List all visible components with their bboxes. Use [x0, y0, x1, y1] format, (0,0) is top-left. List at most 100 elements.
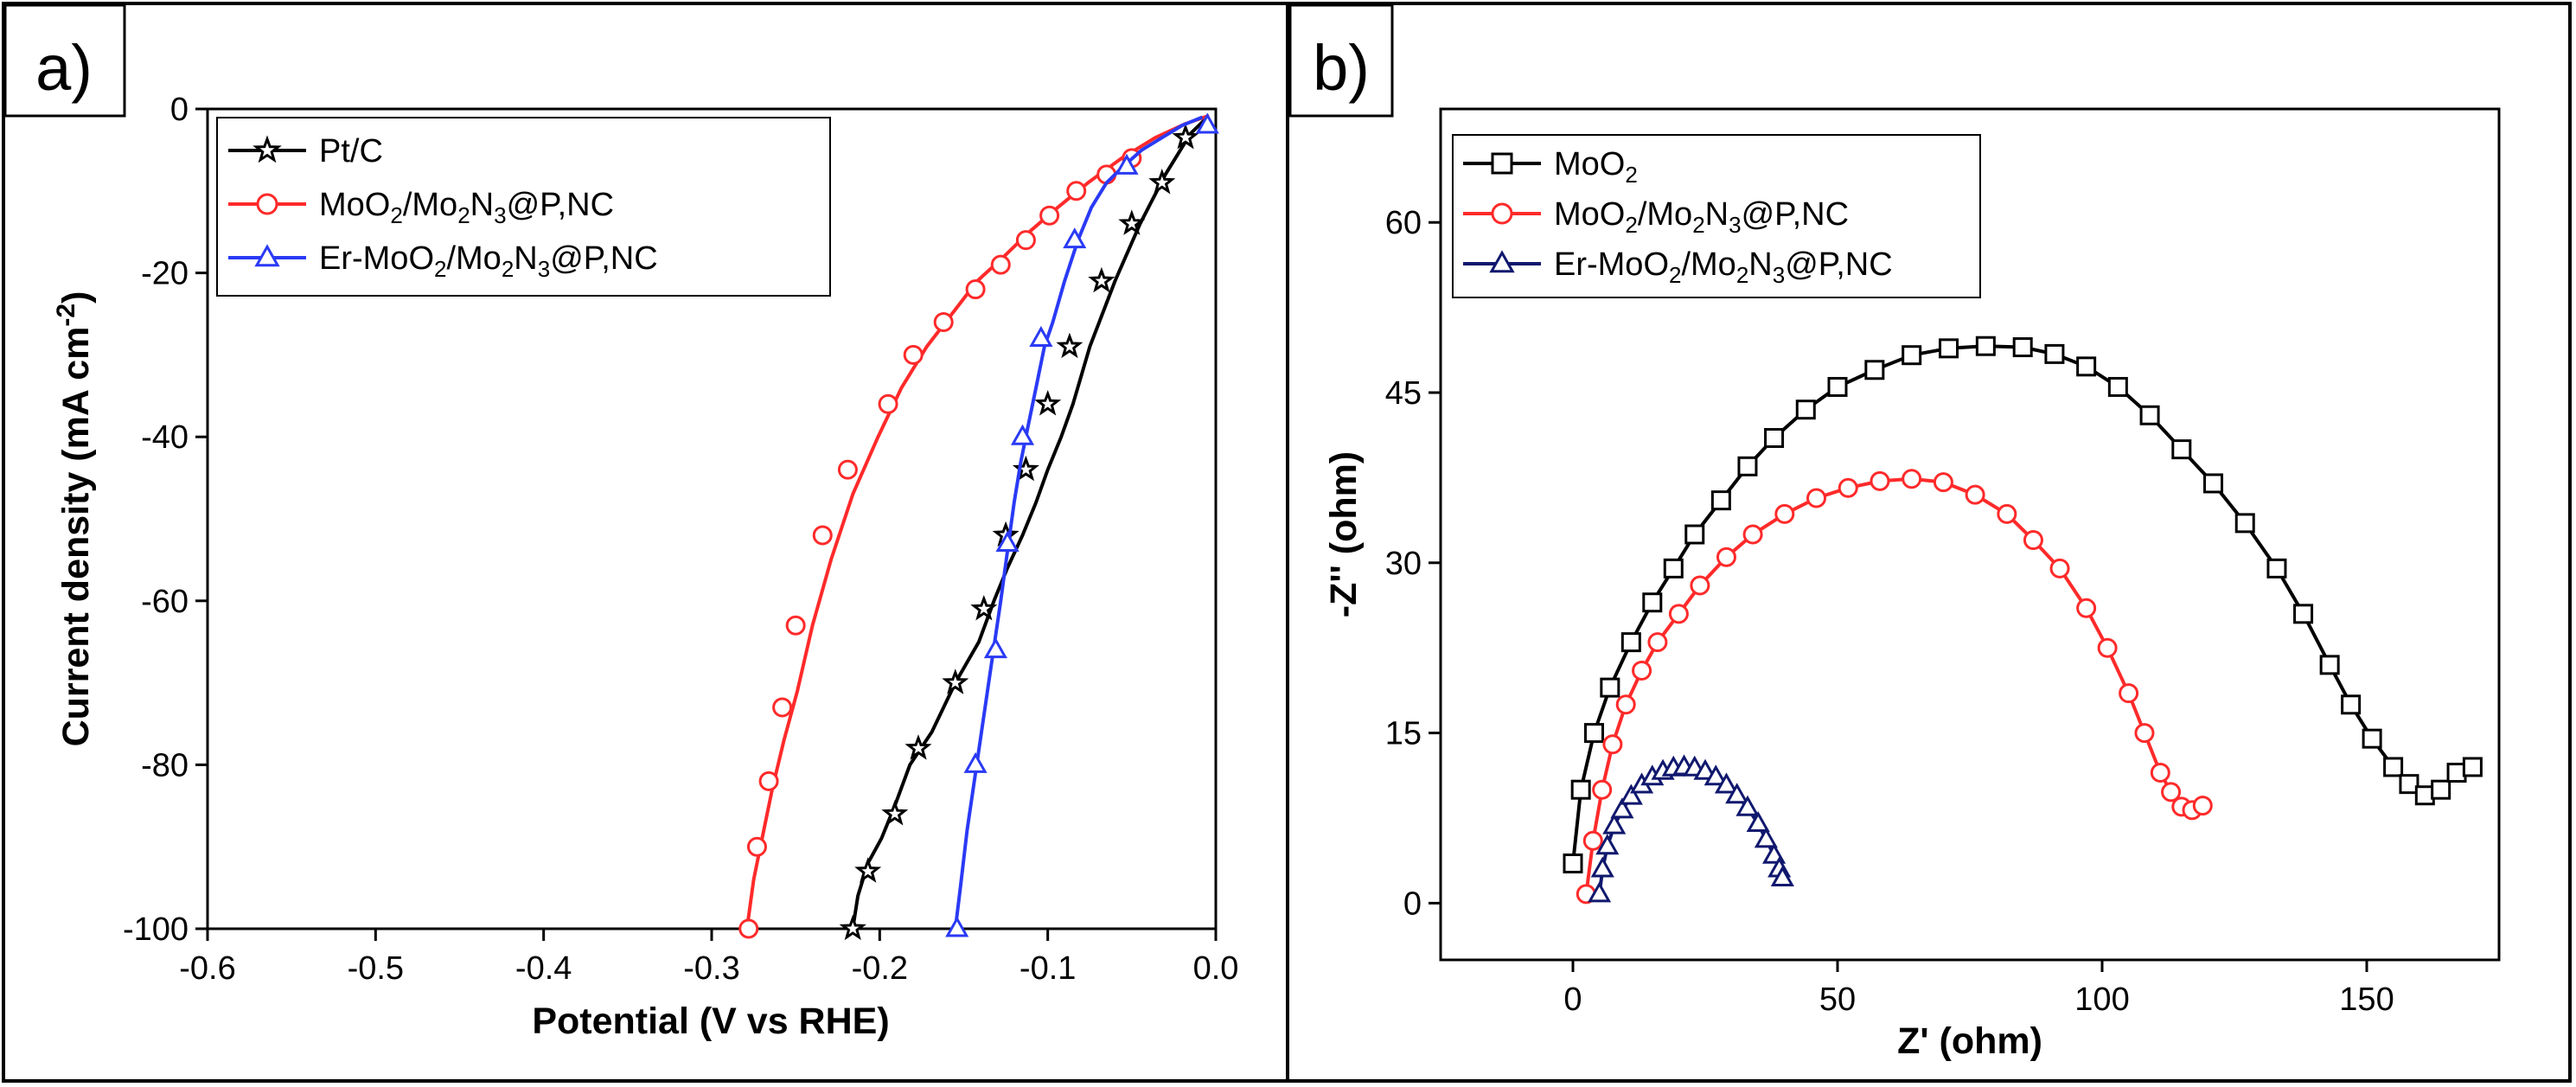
data-point-moo2-mo2n3-p-nc — [1690, 575, 1710, 596]
data-point-moo2-mo2n3-p-nc — [933, 311, 954, 332]
data-point-moo2 — [2203, 473, 2224, 494]
data-point-moo2 — [1583, 723, 1604, 744]
panel-a-y-axis-label: Current density (mA cm-2) — [52, 291, 97, 747]
legend-marker-er-moo2-mo2n3-p-nc — [1489, 250, 1515, 273]
data-point-moo2-mo2n3-p-nc — [1870, 470, 1890, 491]
data-point-moo2 — [2234, 513, 2255, 534]
data-point-pt-c — [854, 857, 882, 883]
data-point-pt-c — [839, 914, 866, 941]
legend-label: MoO2/Mo2N3@P,NC — [319, 187, 614, 228]
data-point-moo2-mo2n3-p-nc — [1632, 660, 1652, 681]
data-point-moo2-mo2n3-p-nc — [2134, 723, 2155, 744]
series-moo2-mo2n3-p-nc — [1576, 469, 2213, 905]
legend-label: Er-MoO2/Mo2N3@P,NC — [1554, 246, 1893, 288]
data-point-moo2-mo2n3-p-nc — [878, 393, 898, 414]
legend-entry-moo2: MoO2 — [1463, 146, 1638, 188]
data-point-moo2-mo2n3-p-nc — [2049, 558, 2070, 579]
x-tick-label: 100 — [2074, 981, 2129, 1018]
data-point-pt-c — [1172, 123, 1199, 150]
x-tick-label: -0.6 — [179, 950, 235, 987]
data-point-er-moo2-mo2n3-p-nc — [1735, 795, 1760, 816]
data-point-moo2 — [1764, 427, 1785, 448]
data-point-moo2-mo2n3-p-nc — [1838, 477, 1858, 498]
data-point-pt-c — [942, 668, 969, 694]
data-point-moo2-mo2n3-p-nc — [2161, 782, 2182, 802]
data-point-moo2-mo2n3-p-nc — [965, 279, 986, 300]
data-point-moo2 — [1975, 336, 1996, 356]
y-tick-label: -40 — [141, 419, 189, 456]
x-tick-label: 0.0 — [1193, 950, 1239, 987]
data-point-pt-c — [904, 734, 932, 760]
data-point-moo2 — [2431, 779, 2451, 800]
x-tick-label: -0.3 — [683, 950, 739, 987]
panel-b-legend: MoO2 MoO2/Mo2N3@P,NC Er-MoO2/Mo2N3@P,NC — [1452, 134, 1981, 298]
data-point-er-moo2-mo2n3-p-nc — [1115, 153, 1139, 175]
panel-a-x-ticks: -0.6 -0.5 -0.4 -0.3 -0.2 -0.1 0.0 — [179, 929, 1238, 987]
data-point-moo2 — [1902, 345, 1922, 366]
data-point-moo2 — [2076, 356, 2097, 377]
data-point-er-moo2-mo2n3-p-nc — [1703, 764, 1728, 786]
data-point-moo2-mo2n3-p-nc — [1742, 524, 1763, 545]
data-point-moo2 — [2341, 694, 2362, 715]
data-point-moo2 — [1710, 490, 1731, 511]
data-point-er-moo2-mo2n3-p-nc — [1693, 758, 1717, 780]
data-point-moo2-mo2n3-p-nc — [1592, 779, 1613, 800]
panel-b-y-axis-label: -Z'' (ohm) — [1323, 451, 1365, 617]
panel-a-label-box — [3, 3, 126, 118]
data-point-moo2-mo2n3-p-nc — [837, 459, 858, 480]
data-point-moo2-mo2n3-p-nc — [1774, 503, 1795, 524]
data-point-moo2 — [2462, 757, 2483, 777]
panel-b-label: b) — [1313, 32, 1370, 104]
data-point-er-moo2-mo2n3-p-nc — [1714, 772, 1739, 794]
data-point-moo2-mo2n3-p-nc — [1039, 205, 1060, 226]
data-point-moo2-mo2n3-p-nc — [1066, 181, 1087, 201]
data-point-moo2 — [2266, 558, 2287, 579]
data-point-moo2 — [2383, 757, 2404, 777]
data-point-moo2-mo2n3-p-nc — [1933, 472, 1953, 493]
panel-b-x-ticks: 0 50 100 150 — [1563, 960, 2394, 1018]
y-tick-label: -60 — [141, 584, 189, 620]
data-point-moo2 — [1600, 677, 1620, 698]
data-point-er-moo2-mo2n3-p-nc — [1602, 813, 1627, 834]
data-point-moo2 — [2139, 405, 2160, 425]
data-point-pt-c — [970, 595, 998, 621]
data-point-moo2-mo2n3-p-nc — [785, 615, 806, 636]
data-point-moo2-mo2n3-p-nc — [1902, 469, 1922, 489]
data-point-moo2-mo2n3-p-nc — [1806, 488, 1827, 508]
legend-entry-er-moo2-mo2n3-p-nc: Er-MoO2/Mo2N3@P,NC — [228, 240, 658, 282]
data-point-pt-c — [1034, 390, 1062, 416]
data-point-moo2 — [2293, 604, 2314, 624]
data-point-er-moo2-mo2n3-p-nc — [1619, 783, 1643, 805]
panel-b-label-box — [1288, 3, 1394, 118]
legend-marker-er-moo2-mo2n3-p-nc — [254, 244, 280, 267]
data-point-moo2 — [2362, 728, 2382, 749]
legend-marker-moo2 — [1491, 152, 1513, 175]
legend-label: MoO2/Mo2N3@P,NC — [1554, 196, 1849, 238]
data-point-moo2 — [1737, 456, 1758, 476]
data-point-er-moo2-mo2n3-p-nc — [1725, 783, 1749, 804]
data-point-moo2 — [1795, 400, 1816, 420]
panel-a-legend: Pt/C MoO2/Mo2N3@P,NC Er-MoO2/Mo2N3@P,NC — [216, 117, 831, 297]
data-point-moo2-mo2n3-p-nc — [738, 918, 759, 939]
y-tick-label: 0 — [1403, 886, 1422, 922]
panel-b-plot-frame — [1439, 107, 2501, 962]
data-point-moo2-mo2n3-p-nc — [2119, 683, 2139, 704]
x-tick-label: -0.1 — [1020, 950, 1076, 987]
data-point-pt-c — [881, 800, 909, 826]
data-point-er-moo2-mo2n3-p-nc — [1010, 424, 1035, 445]
y-tick-label: 60 — [1385, 205, 1422, 241]
data-point-moo2-mo2n3-p-nc — [1015, 230, 1036, 251]
data-point-moo2-mo2n3-p-nc — [2192, 796, 2213, 816]
data-point-moo2 — [1620, 632, 1641, 653]
data-point-moo2-mo2n3-p-nc — [1615, 694, 1636, 715]
data-point-er-moo2-mo2n3-p-nc — [1754, 827, 1778, 848]
data-point-moo2 — [1827, 376, 1848, 397]
series-moo2 — [1563, 336, 2483, 873]
data-point-moo2-mo2n3-p-nc — [758, 770, 779, 791]
y-tick-label: -100 — [123, 911, 189, 948]
data-point-moo2 — [1684, 524, 1705, 545]
series-pt-c — [839, 116, 1209, 941]
data-point-moo2-mo2n3-p-nc — [1668, 604, 1689, 624]
x-tick-label: 50 — [1819, 981, 1856, 1018]
panel-a-series — [738, 112, 1219, 941]
